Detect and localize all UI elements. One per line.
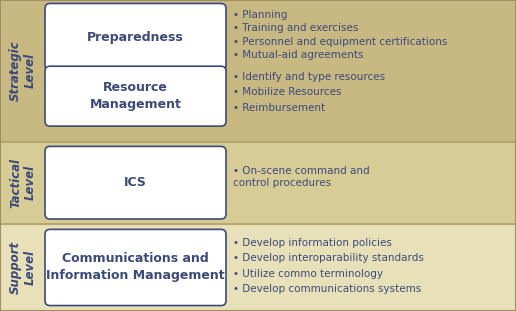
Text: Communications and
Information Management: Communications and Information Managemen… [46,253,225,282]
Text: Strategic
Level: Strategic Level [9,40,37,101]
Text: • Reimbursement: • Reimbursement [233,103,325,113]
Text: • On-scene command and
control procedures: • On-scene command and control procedure… [233,166,369,188]
Bar [0,224,516,311]
Text: • Planning: • Planning [233,10,287,20]
Text: • Personnel and equipment certifications: • Personnel and equipment certifications [233,37,447,47]
FancyBboxPatch shape [45,230,226,305]
FancyBboxPatch shape [45,146,226,219]
Text: • Utilize commo terminology: • Utilize commo terminology [233,269,383,279]
Text: Tactical
Level: Tactical Level [9,158,37,208]
Text: • Mobilize Resources: • Mobilize Resources [233,87,342,97]
Bar [0,0,516,142]
Text: Resource
Management: Resource Management [90,81,182,111]
FancyBboxPatch shape [45,3,226,71]
FancyBboxPatch shape [45,66,226,126]
Text: • Develop communications systems: • Develop communications systems [233,284,421,294]
Text: ICS: ICS [124,176,147,189]
Text: • Develop interoparability standards: • Develop interoparability standards [233,253,424,263]
Text: Support
Level: Support Level [9,241,37,294]
Text: • Identify and type resources: • Identify and type resources [233,72,385,82]
Bar [0,142,516,224]
Text: • Training and exercises: • Training and exercises [233,24,359,34]
Text: • Mutual-aid agreements: • Mutual-aid agreements [233,50,363,60]
Text: Preparedness: Preparedness [87,30,184,44]
Text: • Develop information policies: • Develop information policies [233,238,392,248]
